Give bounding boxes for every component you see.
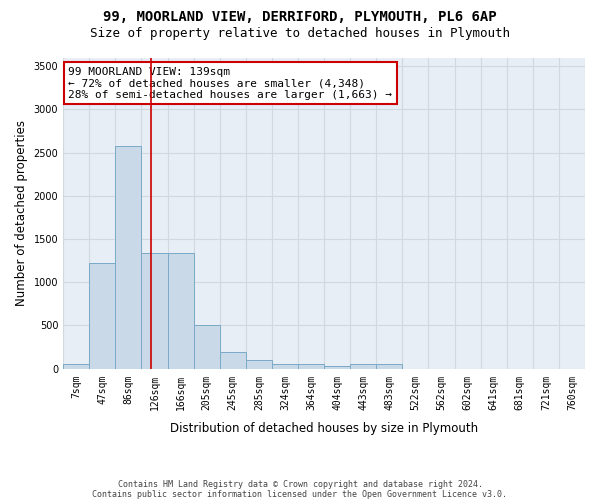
Text: 47sqm: 47sqm: [97, 374, 107, 404]
Text: 641sqm: 641sqm: [488, 374, 499, 410]
Text: 721sqm: 721sqm: [541, 374, 551, 410]
Text: 285sqm: 285sqm: [254, 374, 264, 410]
Text: 681sqm: 681sqm: [515, 374, 525, 410]
Text: 166sqm: 166sqm: [176, 374, 185, 410]
Text: 404sqm: 404sqm: [332, 374, 342, 410]
Text: 760sqm: 760sqm: [567, 374, 577, 410]
Bar: [63, 364, 89, 368]
Bar: [246, 360, 272, 368]
Text: 602sqm: 602sqm: [463, 374, 473, 410]
Text: 205sqm: 205sqm: [202, 374, 212, 410]
Text: 562sqm: 562sqm: [436, 374, 446, 410]
Text: 483sqm: 483sqm: [385, 374, 394, 410]
Text: Size of property relative to detached houses in Plymouth: Size of property relative to detached ho…: [90, 28, 510, 40]
Text: 99, MOORLAND VIEW, DERRIFORD, PLYMOUTH, PL6 6AP: 99, MOORLAND VIEW, DERRIFORD, PLYMOUTH, …: [103, 10, 497, 24]
Bar: [376, 364, 403, 368]
Text: 364sqm: 364sqm: [306, 374, 316, 410]
Text: 245sqm: 245sqm: [228, 374, 238, 410]
Text: 99 MOORLAND VIEW: 139sqm
← 72% of detached houses are smaller (4,348)
28% of sem: 99 MOORLAND VIEW: 139sqm ← 72% of detach…: [68, 67, 392, 100]
Text: 86sqm: 86sqm: [124, 374, 133, 404]
Bar: [115, 146, 142, 368]
Text: Contains public sector information licensed under the Open Government Licence v3: Contains public sector information licen…: [92, 490, 508, 499]
Text: 522sqm: 522sqm: [410, 374, 421, 410]
Text: 443sqm: 443sqm: [358, 374, 368, 410]
Bar: [142, 253, 167, 368]
Bar: [194, 326, 220, 368]
Bar: [89, 263, 115, 368]
Text: 126sqm: 126sqm: [149, 374, 160, 410]
Bar: [298, 364, 324, 368]
Bar: [167, 253, 194, 368]
Text: 324sqm: 324sqm: [280, 374, 290, 410]
Bar: [324, 366, 350, 368]
Bar: [350, 364, 376, 368]
Text: Contains HM Land Registry data © Crown copyright and database right 2024.: Contains HM Land Registry data © Crown c…: [118, 480, 482, 489]
Y-axis label: Number of detached properties: Number of detached properties: [15, 120, 28, 306]
Bar: [220, 352, 246, 368]
Bar: [272, 364, 298, 368]
Text: 7sqm: 7sqm: [71, 374, 81, 398]
X-axis label: Distribution of detached houses by size in Plymouth: Distribution of detached houses by size …: [170, 422, 478, 435]
